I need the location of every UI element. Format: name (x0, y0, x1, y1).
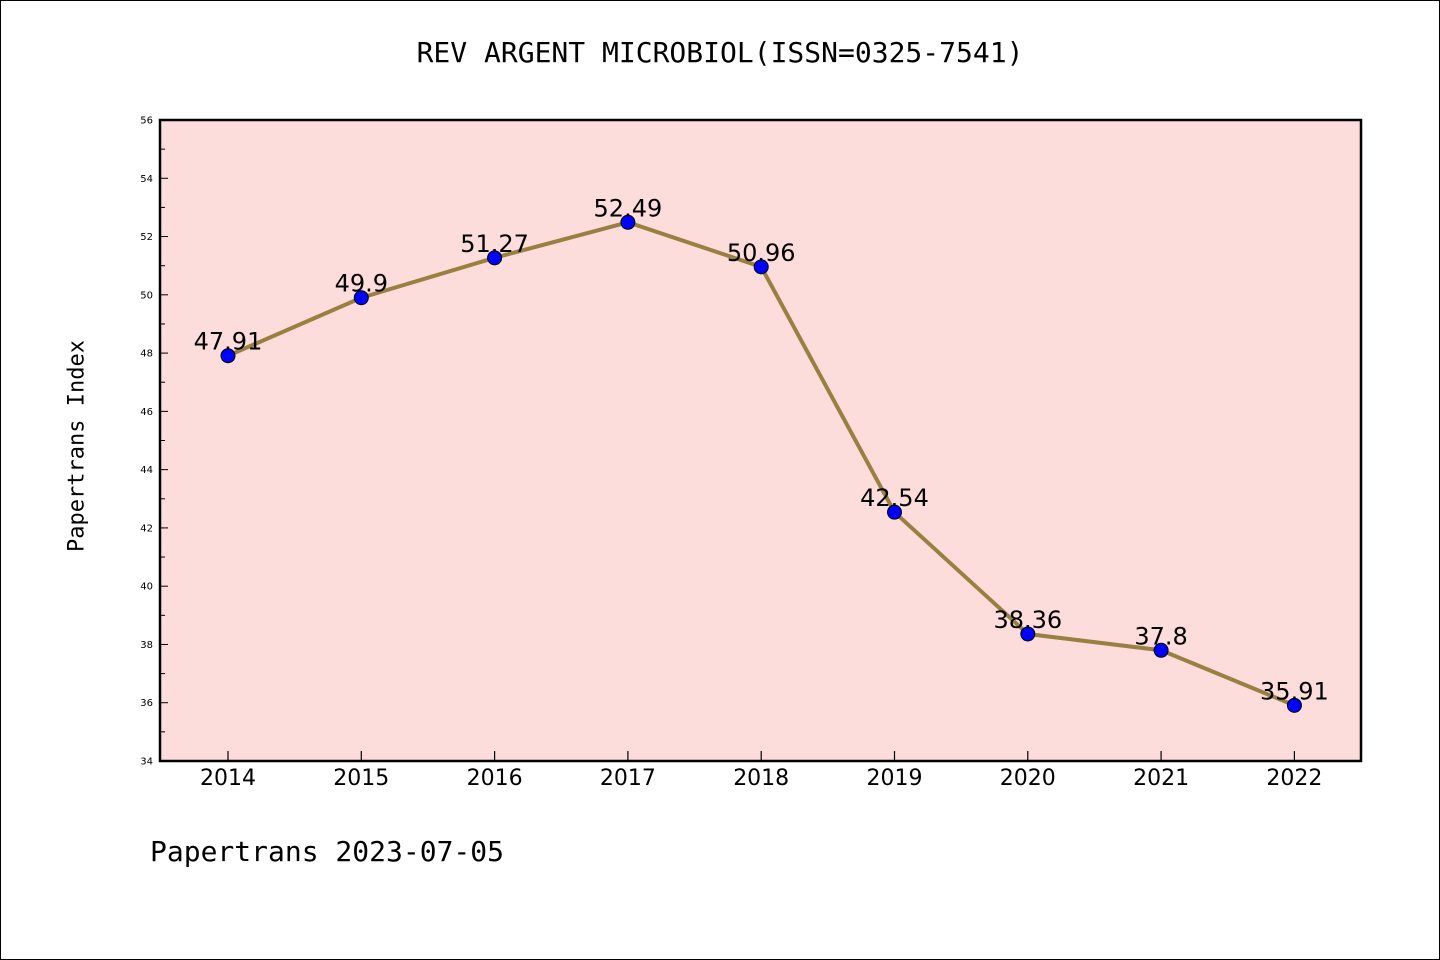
plot-area (160, 120, 1361, 761)
data-point (1020, 626, 1036, 642)
data-label: 37.8 (1134, 622, 1187, 650)
data-label: 47.91 (194, 328, 263, 356)
x-tick-label: 2018 (733, 766, 789, 791)
y-tick-label: 34 (140, 757, 153, 768)
data-label: 35.91 (1260, 677, 1329, 705)
y-tick-label: 36 (140, 698, 153, 709)
data-point (753, 259, 769, 275)
data-point (353, 290, 369, 306)
data-point (620, 214, 636, 230)
y-tick-label: 56 (140, 116, 153, 127)
footer-stamp: Papertrans 2023-07-05 (150, 835, 505, 868)
x-tick-label: 2022 (1266, 766, 1322, 791)
x-tick-label: 2015 (333, 766, 389, 791)
data-label: 50.96 (727, 239, 796, 267)
x-tick-label: 2014 (200, 766, 256, 791)
x-tick-label: 2020 (1000, 766, 1056, 791)
y-tick-label: 52 (140, 232, 153, 243)
y-tick-label: 48 (140, 349, 153, 360)
data-label: 49.9 (335, 270, 388, 298)
data-point (487, 250, 503, 266)
data-label: 42.54 (860, 484, 929, 512)
x-tick-label: 2019 (867, 766, 923, 791)
y-tick-label: 38 (140, 640, 153, 651)
y-tick-label: 50 (140, 290, 153, 301)
data-point (1286, 697, 1302, 713)
data-label: 51.27 (460, 230, 529, 258)
y-tick-label: 42 (140, 523, 153, 534)
data-label: 52.49 (594, 194, 663, 222)
data-point (220, 348, 236, 364)
data-label: 38.36 (993, 606, 1062, 634)
x-tick-label: 2021 (1133, 766, 1189, 791)
chart-title: REV ARGENT MICROBIOL(ISSN=0325-7541) (416, 36, 1024, 69)
x-tick-label: 2017 (600, 766, 656, 791)
data-point (1153, 642, 1169, 658)
y-tick-label: 54 (140, 174, 153, 185)
y-tick-label: 46 (140, 407, 153, 418)
y-tick-label: 40 (140, 582, 153, 593)
x-tick-label: 2016 (467, 766, 523, 791)
data-point (887, 504, 902, 520)
y-tick-label: 44 (140, 465, 153, 476)
